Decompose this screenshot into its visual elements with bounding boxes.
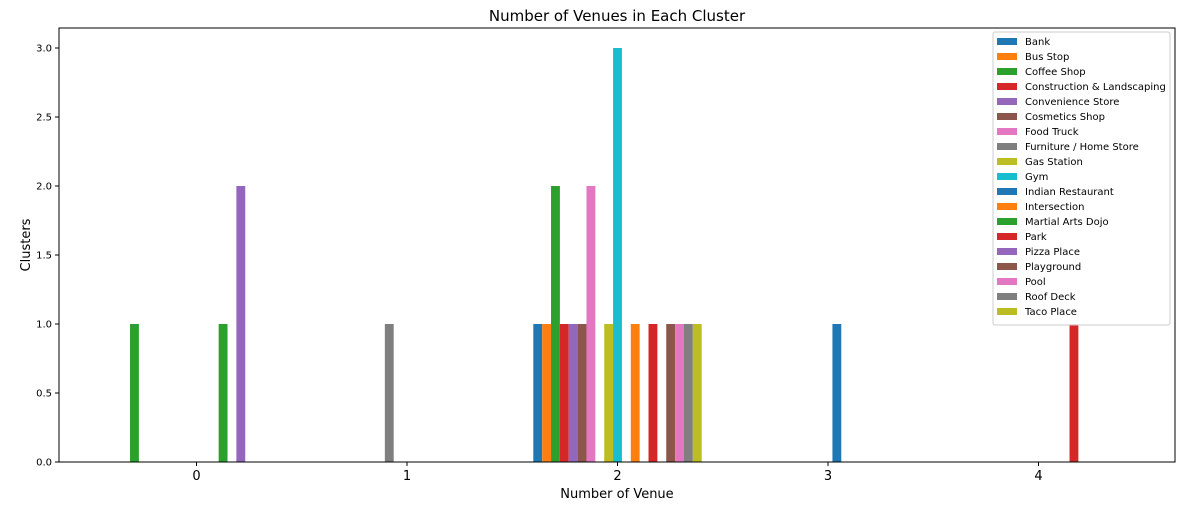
legend-label: Bus Stop (1025, 52, 1069, 63)
legend-label: Playground (1025, 262, 1081, 273)
bar-taco-place-2 (692, 324, 702, 462)
bar-park-2 (648, 324, 658, 462)
chart-title: Number of Venues in Each Cluster (489, 7, 746, 25)
bar-pool-2 (675, 324, 684, 462)
legend-label: Pool (1025, 277, 1046, 288)
legend-label: Bank (1025, 37, 1050, 48)
legend-swatch (997, 233, 1017, 240)
plot-frame (58, 27, 1176, 463)
bar-furniture-home-store-1 (384, 324, 394, 462)
legend-label: Taco Place (1024, 307, 1077, 318)
x-tick-label: 3 (824, 469, 832, 484)
legend-label: Gym (1025, 172, 1048, 183)
legend-swatch (997, 308, 1017, 315)
legend-swatch (997, 188, 1017, 195)
legend-label: Construction & Landscaping (1025, 82, 1166, 93)
legend-label: Furniture / Home Store (1025, 142, 1139, 153)
bar-construction-landscaping-2 (559, 324, 569, 462)
bar-gym-2 (613, 48, 622, 462)
x-tick-label: 2 (613, 469, 621, 484)
legend-label: Food Truck (1025, 127, 1079, 138)
x-tick-label: 1 (403, 469, 411, 484)
bar-convenience-store-2 (568, 324, 578, 462)
bar-gas-station-2 (604, 324, 614, 462)
y-tick-label: 0.0 (36, 458, 52, 469)
legend-swatch (997, 113, 1017, 120)
bars-group (130, 48, 1079, 462)
legend-swatch (997, 38, 1017, 45)
legend-label: Gas Station (1025, 157, 1083, 168)
legend-label: Cosmetics Shop (1025, 112, 1105, 123)
legend-swatch (997, 143, 1017, 150)
bar-bank-2 (533, 324, 543, 462)
legend-swatch (997, 128, 1017, 135)
y-tick-label: 3.0 (36, 44, 52, 55)
bar-indian-restaurant-3 (832, 324, 842, 462)
bar-bus-stop-2 (542, 324, 552, 462)
bar-park-4 (1069, 324, 1079, 462)
legend-label: Coffee Shop (1025, 67, 1086, 78)
legend-label: Pizza Place (1025, 247, 1080, 258)
legend-swatch (997, 98, 1017, 105)
legend-swatch (997, 158, 1017, 165)
bar-roof-deck-2 (683, 324, 693, 462)
legend-swatch (997, 293, 1017, 300)
legend-swatch (997, 278, 1017, 285)
legend-label: Intersection (1025, 202, 1085, 213)
legend-box (992, 31, 1171, 326)
bar-cosmetics-shop-2 (577, 324, 587, 462)
legend-swatch (997, 173, 1017, 180)
x-axis-label: Number of Venue (560, 487, 673, 502)
legend-swatch (997, 203, 1017, 210)
legend-swatch (997, 248, 1017, 255)
y-tick-label: 2.5 (36, 113, 52, 124)
legend-label: Indian Restaurant (1025, 187, 1114, 198)
y-tick-label: 2.0 (36, 182, 52, 193)
bar-food-truck-2 (586, 186, 596, 462)
legend-label: Convenience Store (1025, 97, 1119, 108)
y-tick-label: 1.0 (36, 320, 52, 331)
legend-label: Martial Arts Dojo (1025, 217, 1109, 228)
x-tick-label: 4 (1034, 469, 1042, 484)
legend-label: Roof Deck (1025, 292, 1076, 303)
legend-label: Park (1025, 232, 1047, 243)
bar-intersection-2 (630, 324, 640, 462)
legend-swatch (997, 263, 1017, 270)
x-axis: 0 1 2 3 4 (192, 462, 1043, 484)
legend-swatch (997, 218, 1017, 225)
y-axis-label: Clusters (19, 218, 34, 271)
y-axis: 0.0 0.5 1.0 1.5 2.0 2.5 3.0 (36, 44, 59, 469)
bar-coffee-shop-0 (130, 324, 139, 462)
bar-playground-2 (666, 324, 676, 462)
legend-swatch (997, 68, 1017, 75)
legend-swatch (997, 53, 1017, 60)
x-tick-label: 0 (192, 469, 200, 484)
bar-coffee-shop-2 (551, 186, 560, 462)
y-tick-label: 0.5 (36, 389, 52, 400)
legend-swatch (997, 83, 1017, 90)
legend: Bank Bus Stop Coffee Shop Construction & La… (992, 31, 1171, 326)
y-tick-label: 1.5 (36, 251, 52, 262)
bar-pizza-place-0 (236, 186, 246, 462)
bar-martial-arts-dojo-0 (218, 324, 228, 462)
